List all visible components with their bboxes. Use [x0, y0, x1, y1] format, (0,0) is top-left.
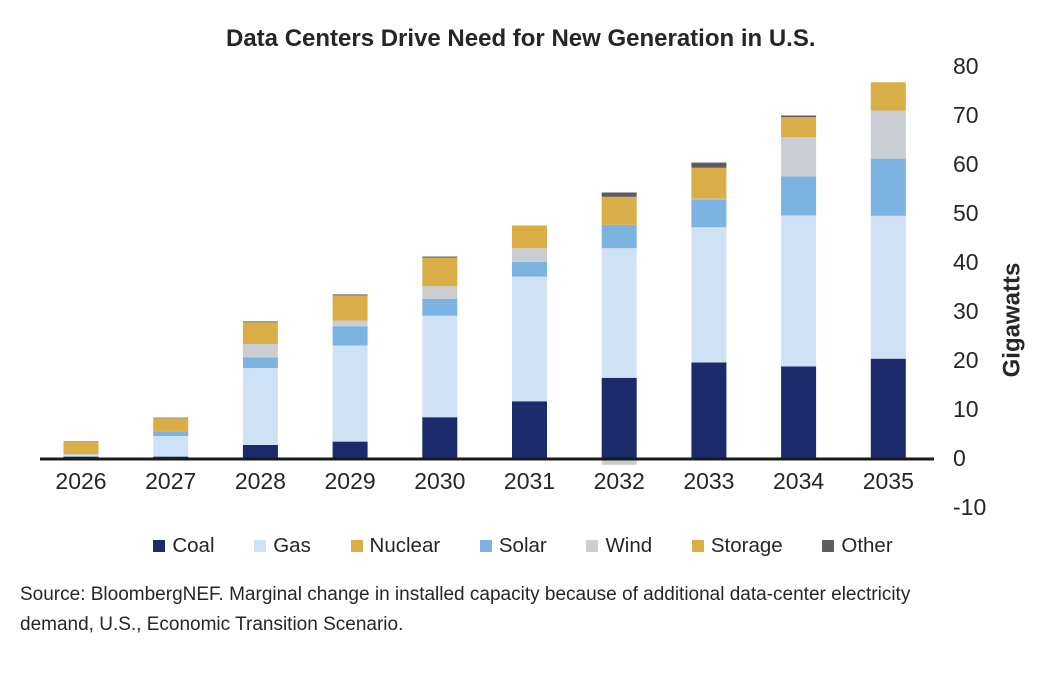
svg-text:70: 70 — [953, 102, 979, 128]
svg-text:2026: 2026 — [55, 468, 106, 494]
svg-text:2034: 2034 — [773, 468, 824, 494]
svg-text:2032: 2032 — [594, 468, 645, 494]
svg-text:0: 0 — [953, 445, 966, 471]
svg-text:2029: 2029 — [325, 468, 376, 494]
svg-text:40: 40 — [953, 249, 979, 275]
svg-text:2027: 2027 — [145, 468, 196, 494]
svg-text:2033: 2033 — [683, 468, 734, 494]
svg-text:10: 10 — [953, 396, 979, 422]
svg-text:2031: 2031 — [504, 468, 555, 494]
svg-text:80: 80 — [953, 53, 979, 79]
svg-text:60: 60 — [953, 151, 979, 177]
svg-text:30: 30 — [953, 298, 979, 324]
svg-text:Gigawatts: Gigawatts — [998, 263, 1025, 378]
svg-text:20: 20 — [953, 347, 979, 373]
svg-text:-10: -10 — [953, 494, 986, 520]
svg-text:2030: 2030 — [414, 468, 465, 494]
svg-text:50: 50 — [953, 200, 979, 226]
svg-text:2035: 2035 — [863, 468, 914, 494]
svg-text:2028: 2028 — [235, 468, 286, 494]
